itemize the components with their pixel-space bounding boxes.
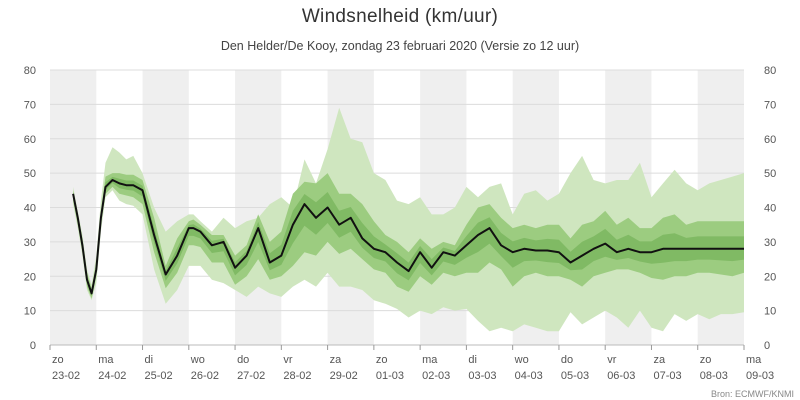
core-band — [73, 176, 745, 296]
x-tick-date: 25-02 — [145, 370, 173, 382]
x-tick-day: zo — [52, 354, 64, 366]
x-tick-date: 08-03 — [700, 370, 728, 382]
x-tick-date: 27-02 — [237, 370, 265, 382]
x-tick-date: 29-02 — [330, 370, 358, 382]
y-tick-label-left: 80 — [24, 65, 36, 77]
y-tick-label-right: 0 — [764, 340, 770, 352]
y-tick-label-right: 60 — [764, 134, 776, 146]
x-tick-day: ma — [422, 354, 438, 366]
y-tick-label-right: 30 — [764, 237, 776, 249]
forecast-bands — [73, 107, 745, 332]
x-tick-date: 23-02 — [52, 370, 80, 382]
x-tick-day: do — [561, 354, 573, 366]
x-tick-day: wo — [190, 354, 205, 366]
y-tick-label-left: 0 — [30, 340, 36, 352]
x-tick-day: do — [237, 354, 249, 366]
x-tick-day: zo — [700, 354, 712, 366]
x-tick-day: za — [330, 354, 343, 366]
x-tick-date: 26-02 — [191, 370, 219, 382]
x-tick-day: di — [468, 354, 477, 366]
x-tick-day: di — [145, 354, 154, 366]
y-tick-label-right: 20 — [764, 271, 776, 283]
y-tick-label-right: 50 — [764, 168, 776, 180]
axes: 0 0 10 10 20 20 30 30 40 40 50 50 60 60 70 70 80 80 zo 23-0… — [24, 65, 777, 382]
y-tick-label-right: 70 — [764, 99, 776, 111]
y-tick-label-left: 20 — [24, 271, 36, 283]
x-tick-day: ma — [746, 354, 762, 366]
x-tick-date: 09-03 — [746, 370, 774, 382]
x-tick-day: za — [653, 354, 666, 366]
x-tick-date: 02-03 — [422, 370, 450, 382]
y-tick-label-left: 40 — [24, 203, 36, 215]
source-credit: Bron: ECMWF/KNMI — [711, 389, 794, 399]
x-tick-day: vr — [607, 354, 617, 366]
y-tick-label-left: 60 — [24, 134, 36, 146]
x-tick-date: 03-03 — [468, 370, 496, 382]
x-tick-date: 28-02 — [283, 370, 311, 382]
chart-title: Windsnelheid (km/uur) — [301, 6, 499, 27]
x-tick-date: 07-03 — [653, 370, 681, 382]
y-tick-label-right: 80 — [764, 65, 776, 77]
y-tick-label-left: 70 — [24, 99, 36, 111]
y-tick-label-left: 50 — [24, 168, 36, 180]
median-line-group — [72, 179, 744, 295]
chart-subtitle: Den Helder/De Kooy, zondag 23 februari 2… — [220, 39, 580, 53]
y-tick-label-left: 10 — [24, 306, 36, 318]
x-tick-date: 04-03 — [515, 370, 543, 382]
x-tick-day: vr — [283, 354, 293, 366]
y-tick-label-right: 40 — [764, 203, 776, 215]
y-tick-label-right: 10 — [764, 306, 776, 318]
y-tick-label-left: 30 — [24, 237, 36, 249]
x-tick-date: 01-03 — [376, 370, 404, 382]
x-tick-date: 06-03 — [607, 370, 635, 382]
median-line — [72, 179, 744, 295]
x-tick-date: 24-02 — [98, 370, 126, 382]
x-tick-day: zo — [376, 354, 388, 366]
x-tick-day: wo — [514, 354, 529, 366]
x-tick-day: ma — [98, 354, 114, 366]
x-tick-date: 05-03 — [561, 370, 589, 382]
